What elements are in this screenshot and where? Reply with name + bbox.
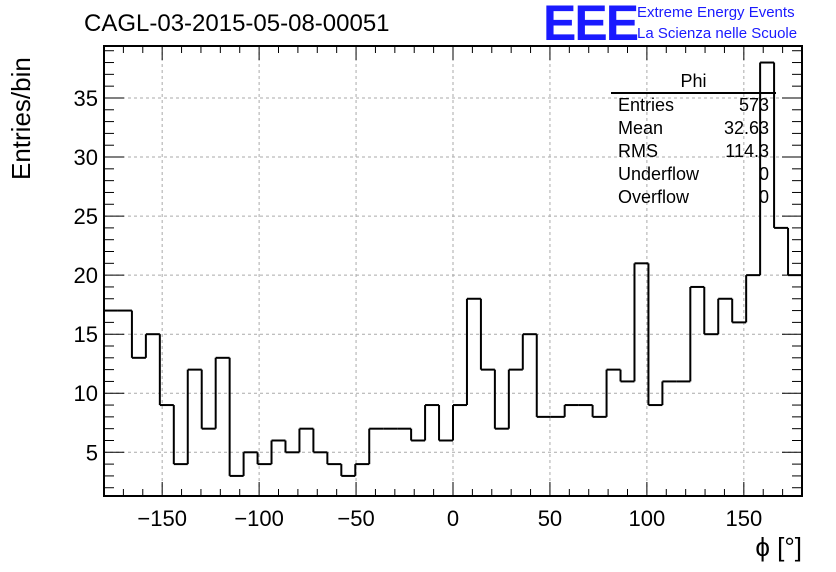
stats-label: Mean [618, 118, 664, 138]
stats-label: RMS [618, 141, 658, 161]
y-tick-label: 10 [74, 381, 98, 406]
eee-logo: EEE [543, 0, 639, 51]
x-axis-label: ϕ [°] [755, 532, 802, 562]
y-tick-label: 25 [74, 204, 98, 229]
x-tick-label: −150 [137, 506, 187, 531]
stats-row-rms: RMS 114.3 [611, 140, 776, 163]
x-tick-label: 150 [725, 506, 762, 531]
x-tick-label: 0 [447, 506, 459, 531]
stats-row-overflow: Overflow 0 [611, 186, 776, 209]
y-tick-label: 15 [74, 322, 98, 347]
stats-value: 0 [758, 187, 769, 207]
stats-row-underflow: Underflow 0 [611, 163, 776, 186]
y-tick-label: 5 [86, 440, 98, 465]
stats-label: Entries [618, 95, 675, 115]
run-title: CAGL-03-2015-05-08-00051 [84, 10, 390, 37]
x-tick-label: 50 [538, 506, 562, 531]
logo-line-2: La Scienza nelle Scuole [637, 25, 798, 42]
histogram-series [104, 61, 802, 477]
x-tick-label: −50 [337, 506, 374, 531]
tick-labels: −150 −100 −50 0 50 100 150 5 10 15 20 25 30 35 [74, 86, 763, 531]
stats-row-entries: Entries 573 [611, 94, 776, 117]
stats-title: Phi [611, 70, 776, 94]
grid-lines [104, 46, 802, 496]
logo-line-1: Extreme Energy Events [637, 4, 795, 21]
y-axis-label: Entries/bin [6, 57, 36, 180]
stats-value: 114.3 [725, 141, 769, 161]
x-tick-label: 100 [629, 506, 666, 531]
y-tick-label: 35 [74, 86, 98, 111]
stats-label: Overflow [618, 187, 690, 207]
y-tick-label: 30 [74, 145, 98, 170]
axis-ticks [104, 46, 802, 496]
stats-value: 32.63 [723, 118, 769, 138]
stats-label: Underflow [618, 164, 700, 184]
stats-row-mean: Mean 32.63 [611, 117, 776, 140]
x-tick-label: −100 [234, 506, 284, 531]
stats-box: Phi Entries 573 Mean 32.63 RMS 114.3 Und… [611, 70, 776, 209]
stats-value: 0 [758, 164, 769, 184]
stats-value: 573 [738, 95, 769, 115]
y-tick-label: 20 [74, 263, 98, 288]
